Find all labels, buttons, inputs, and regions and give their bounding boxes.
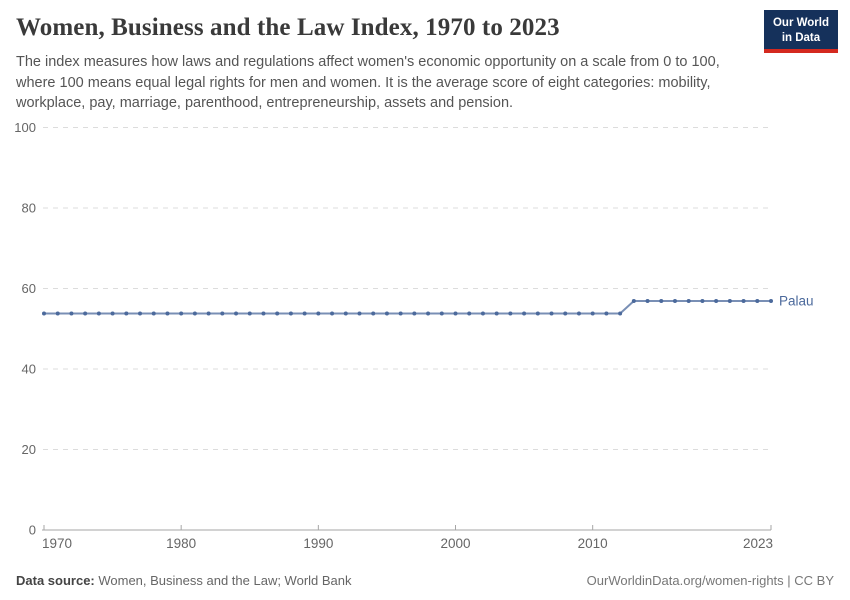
owid-logo[interactable]: Our World in Data — [763, 10, 838, 54]
page-title: Women, Business and the Law Index, 1970 … — [16, 14, 560, 41]
data-source-value: Women, Business and the Law; World Bank — [94, 573, 352, 588]
subtitle-line: workplace, pay, marriage, parenthood, en… — [16, 95, 514, 112]
y-axis-label: 80 — [22, 201, 36, 216]
data-point — [96, 311, 101, 316]
attribution-divider: | — [783, 573, 795, 588]
data-point — [576, 311, 581, 316]
data-point — [727, 298, 732, 303]
data-point — [631, 298, 636, 303]
subtitle-line: The index measures how laws and regulati… — [16, 54, 720, 70]
data-point — [179, 311, 184, 316]
data-point — [42, 311, 46, 316]
chart-subtitle: The index measures how laws and regulati… — [16, 52, 746, 114]
data-point — [672, 298, 677, 303]
series-line — [44, 299, 771, 315]
data-point — [357, 311, 362, 316]
x-axis-label: 2023 — [743, 536, 773, 551]
y-axis-label: 40 — [22, 362, 36, 377]
data-point — [522, 311, 527, 316]
data-point — [645, 298, 650, 303]
data-point — [480, 311, 485, 316]
data-point — [343, 311, 348, 316]
data-point — [590, 311, 595, 316]
data-point — [494, 311, 499, 316]
data-point — [755, 298, 760, 303]
data-point — [192, 311, 197, 316]
data-point — [302, 311, 307, 316]
data-point — [138, 311, 143, 316]
data-point — [55, 311, 60, 316]
data-point — [261, 311, 266, 316]
y-axis-label: 0 — [29, 523, 36, 538]
data-point — [275, 311, 280, 316]
data-point — [69, 311, 74, 316]
data-point — [714, 298, 719, 303]
data-point — [549, 311, 554, 316]
chart-footer: Data source: Women, Business and the Law… — [0, 567, 850, 600]
y-axis-label: 20 — [22, 442, 36, 457]
owid-logo-line1: Our World — [772, 17, 829, 29]
data-point — [563, 311, 568, 316]
series-end-label[interactable]: Palau — [779, 293, 814, 308]
chart-header: Women, Business and the Law Index, 1970 … — [0, 0, 850, 114]
data-point — [686, 298, 691, 303]
x-axis-label: 1970 — [42, 536, 72, 551]
data-point — [453, 311, 458, 316]
data-point — [83, 311, 88, 316]
data-point — [426, 311, 431, 316]
data-point — [741, 298, 746, 303]
data-point — [439, 311, 444, 316]
data-source: Data source: Women, Business and the Law… — [16, 573, 352, 588]
data-point — [316, 311, 321, 316]
y-axis-label: 60 — [22, 281, 36, 296]
data-point — [288, 311, 293, 316]
data-point — [604, 311, 609, 316]
data-point — [659, 298, 664, 303]
x-axis-label: 1990 — [303, 536, 333, 551]
data-point — [124, 311, 129, 316]
x-axis-label: 2010 — [578, 536, 608, 551]
data-point — [700, 298, 705, 303]
chart-plot-area: 0 20 40 60 80 100 1970 1980 1990 2000 2010 2023 Pala… — [0, 114, 850, 566]
owid-url-link[interactable]: OurWorldinData.org/women-rights — [586, 573, 784, 588]
data-point — [467, 311, 472, 316]
attribution: OurWorldinData.org/women-rights | CC BY — [587, 573, 834, 588]
data-point — [165, 311, 170, 316]
data-point — [398, 311, 403, 316]
data-point — [151, 311, 156, 316]
data-point — [508, 311, 513, 316]
data-point — [247, 311, 252, 316]
data-point — [220, 311, 225, 316]
data-point — [110, 311, 115, 316]
x-axis-label: 1980 — [166, 536, 196, 551]
license-label: CC BY — [794, 573, 834, 588]
owid-logo-line2: in Data — [781, 31, 821, 44]
data-point — [384, 311, 389, 316]
x-axis-label: 2000 — [440, 536, 470, 551]
line-chart[interactable]: 0 20 40 60 80 100 1970 1980 1990 2000 2010 2023 Pala… — [0, 114, 850, 566]
data-point — [618, 311, 623, 316]
data-point — [412, 311, 417, 316]
data-point — [206, 311, 211, 316]
data-point — [535, 311, 540, 316]
data-point — [371, 311, 376, 316]
y-axis-label: 100 — [14, 120, 36, 135]
data-point — [769, 298, 773, 303]
data-point — [234, 311, 239, 316]
subtitle-line: where 100 means equal legal rights for m… — [16, 74, 711, 91]
data-point — [330, 311, 335, 316]
data-source-label: Data source: — [16, 573, 95, 588]
